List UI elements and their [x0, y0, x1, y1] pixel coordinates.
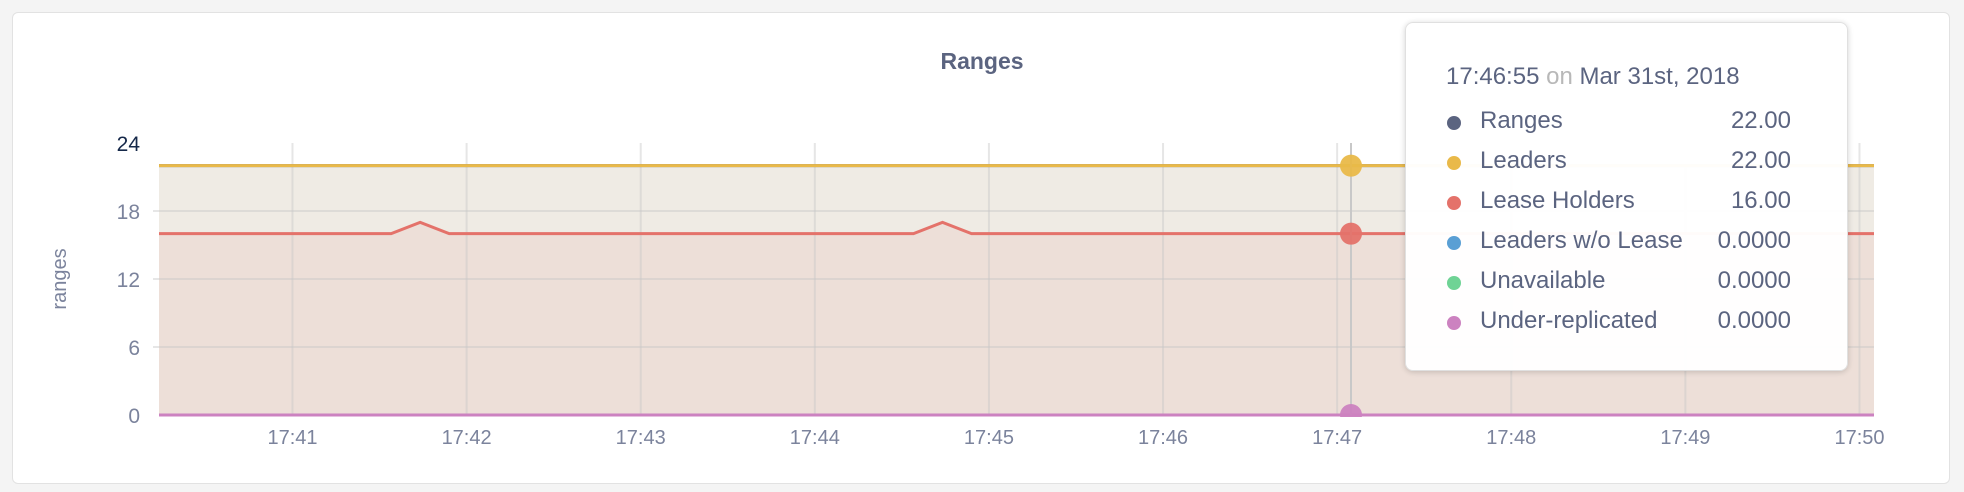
tooltip-date: Mar 31st, 2018: [1579, 63, 1740, 90]
tooltip-series-value: 0.0000: [1717, 267, 1791, 294]
y-axis-label: ranges: [49, 248, 71, 309]
x-tick-label: 17:45: [964, 427, 1014, 449]
tooltip-time: 17:46:55: [1446, 63, 1540, 90]
y-tick-label: 12: [117, 269, 140, 292]
tooltip-on: on: [1546, 63, 1573, 90]
legend-dot-icon: [1447, 316, 1461, 330]
chart-title: Ranges: [940, 48, 1024, 74]
legend-dot-icon: [1447, 276, 1461, 290]
y-tick-label: 0: [128, 405, 140, 428]
tooltip-series-label: Leaders w/o Lease: [1480, 227, 1683, 254]
tooltip-series-value: 0.0000: [1717, 307, 1791, 334]
tooltip-row: Leaders w/o Lease 0.0000: [1446, 227, 1791, 259]
tooltip-series-value: 16.00: [1730, 187, 1791, 214]
x-tick-label: 17:50: [1834, 427, 1884, 449]
legend-dot-icon: [1447, 196, 1461, 210]
legend-dot-icon: [1447, 116, 1461, 130]
tooltip-timestamp: 17:46:55 on Mar 31st, 2018: [1446, 63, 1740, 91]
legend-dot-icon: [1447, 236, 1461, 250]
tooltip-row: Unavailable 0.0000: [1446, 267, 1791, 299]
tooltip-row: Ranges 22.00: [1446, 107, 1791, 139]
tooltip-series-label: Ranges: [1480, 107, 1563, 134]
y-tick-label: 18: [117, 201, 140, 224]
x-tick-label: 17:49: [1660, 427, 1710, 449]
x-tick-label: 17:41: [267, 427, 317, 449]
hover-tooltip: 17:46:55 on Mar 31st, 2018 Ranges 22.00 …: [1405, 22, 1848, 371]
tooltip-series-label: Under-replicated: [1480, 307, 1658, 334]
y-tick-label: 24: [117, 133, 141, 156]
x-tick-label: 17:44: [790, 427, 840, 449]
hover-point-marker: [1340, 222, 1362, 245]
tooltip-row: Under-replicated 0.0000: [1446, 307, 1791, 339]
tooltip-row: Leaders 22.00: [1446, 147, 1791, 179]
axis-mask: [1337, 417, 1365, 429]
x-tick-label: 17:43: [616, 427, 666, 449]
tooltip-series-value: 22.00: [1730, 147, 1791, 174]
tooltip-series-value: 22.00: [1730, 107, 1791, 134]
tooltip-series-label: Unavailable: [1480, 267, 1606, 294]
tooltip-series-label: Leaders: [1480, 147, 1567, 174]
tooltip-series-value: 0.0000: [1717, 227, 1791, 254]
y-tick-label: 6: [128, 337, 140, 360]
x-tick-label: 17:47: [1312, 427, 1362, 449]
legend-dot-icon: [1447, 156, 1461, 170]
hover-point-marker: [1340, 154, 1362, 177]
x-tick-label: 17:42: [442, 427, 492, 449]
tooltip-series-label: Lease Holders: [1480, 187, 1635, 214]
x-tick-label: 17:48: [1486, 427, 1536, 449]
tooltip-row: Lease Holders 16.00: [1446, 187, 1791, 219]
x-tick-label: 17:46: [1138, 427, 1188, 449]
series-line-lease-holders: [159, 220, 1874, 236]
